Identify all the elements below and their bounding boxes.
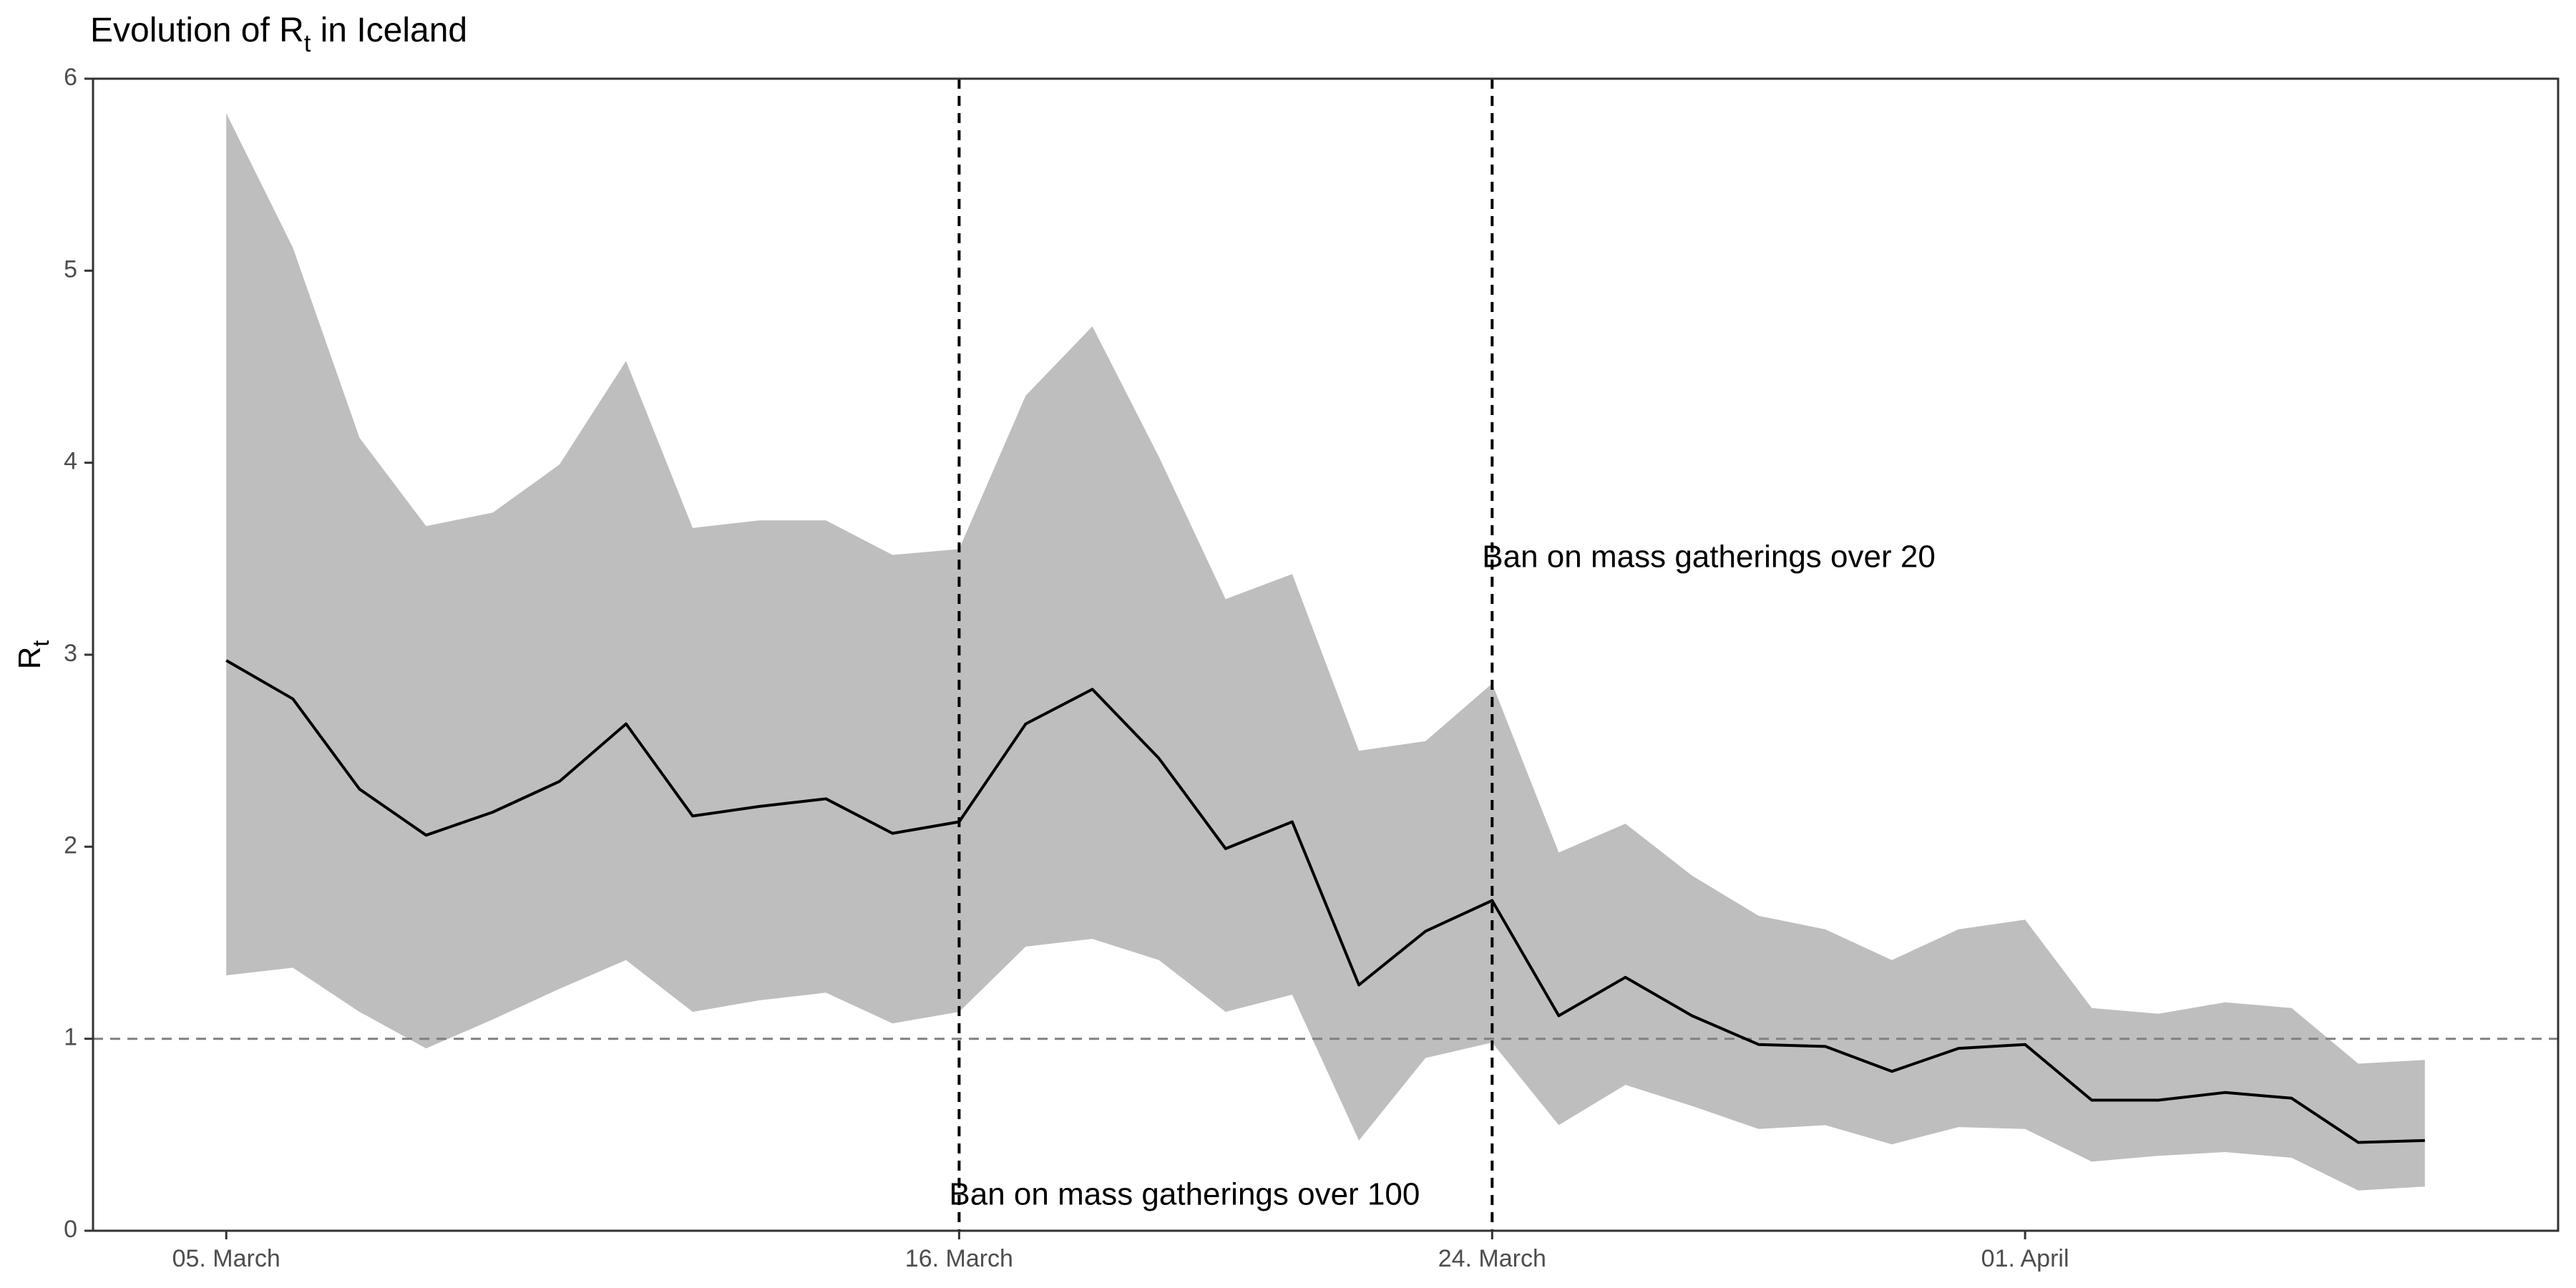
x-tick-label-4: 01. April [1981,1245,2069,1272]
y-tick-label-2: 2 [64,831,77,859]
y-tick-label-4: 4 [64,448,77,475]
confidence-band [226,113,2425,1191]
event-labels-layer: Ban on mass gatherings over 100 Ban on ma… [949,539,1935,1211]
y-tick-label-5: 5 [64,255,77,283]
y-tick-label-1: 1 [64,1024,77,1051]
rt-line-layer [225,659,2425,1144]
axes-layer: 0 1 2 3 4 5 6 05. March 16. March 24. March 01. Ap… [64,64,2069,1272]
x-tick-label-2: 16. March [905,1245,1013,1272]
y-tick-label-3: 3 [64,640,77,667]
y-axis-title: Rt [12,640,54,670]
event-label-1: Ban on mass gatherings over 100 [949,1176,1420,1211]
confidence-band-layer [226,113,2425,1191]
y-tick-label-0: 0 [64,1216,77,1243]
rt-series-line [225,659,2425,1144]
chart-title: Evolution of Rt in Iceland [90,11,467,57]
x-tick-label-3: 24. March [1438,1245,1546,1272]
y-tick-label-6: 6 [64,64,77,91]
x-tick-label-1: 05. March [172,1245,280,1272]
event-lines-layer [957,79,1494,1231]
event-label-2: Ban on mass gatherings over 20 [1482,539,1936,574]
